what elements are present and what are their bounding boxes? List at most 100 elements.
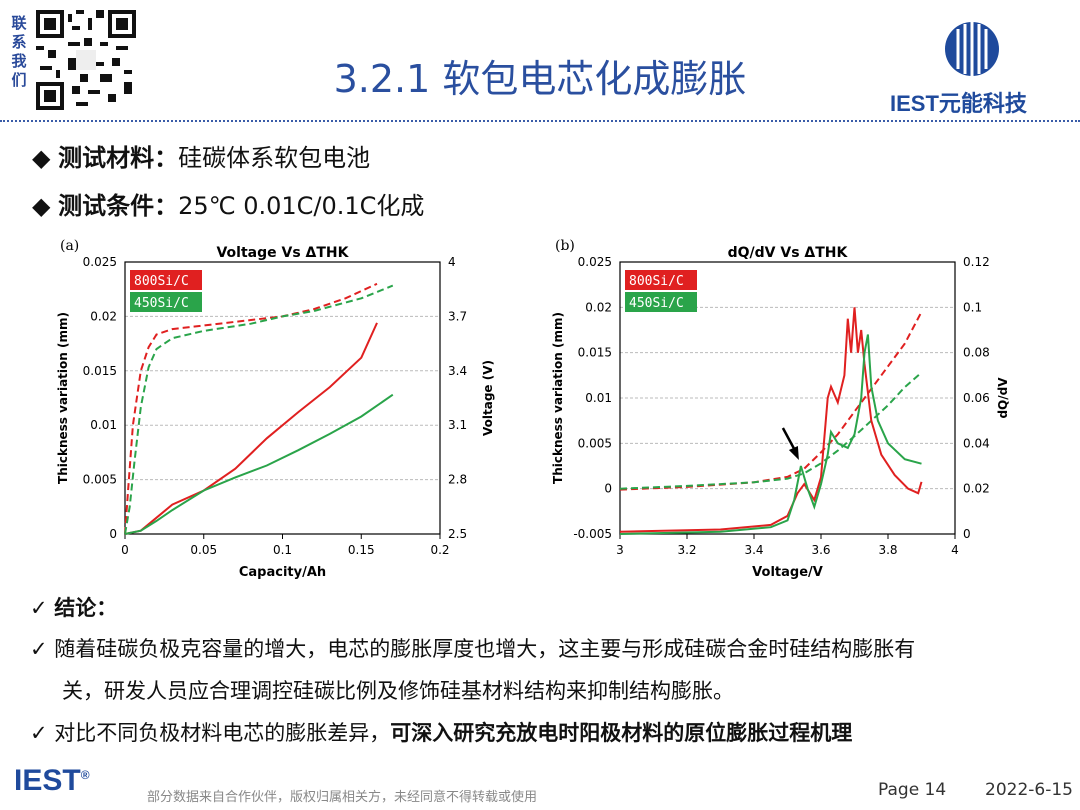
x-tick-label: 3.6 — [811, 543, 830, 557]
conclusion-line-1-text: 随着硅碳负极克容量的增大，电芯的膨胀厚度也增大，这主要与形成硅碳合金时硅结构膨胀… — [54, 637, 916, 661]
y-tick-label: -0.005 — [573, 527, 612, 541]
bullet-condition-label: 测试条件 — [58, 192, 155, 220]
legend-label: 800Si/C — [629, 274, 684, 289]
y2-axis-label: dQ/dV — [996, 377, 1010, 419]
series-line-450si-c-dashed — [124, 284, 394, 535]
x-tick-label: 3.2 — [677, 543, 696, 557]
series-line-800si-c-dashed — [124, 282, 378, 535]
bullet-material-value: 硅碳体系软包电池 — [178, 144, 371, 172]
chart-title: dQ/dV Vs ΔTHK — [728, 245, 849, 261]
header-divider — [0, 120, 1080, 122]
x-tick-label: 0.1 — [273, 543, 292, 557]
x-tick-label: 0.2 — [430, 543, 449, 557]
y2-tick-label: 0 — [963, 527, 971, 541]
x-tick-label: 3 — [616, 543, 624, 557]
y2-tick-label: 3.1 — [448, 418, 467, 432]
series-line-450si-c-solid — [124, 393, 394, 535]
conclusion-line-1: ✓ 随着硅碳负极克容量的增大，电芯的膨胀厚度也增大，这主要与形成硅碳合金时硅结构… — [30, 633, 915, 663]
conclusion-line-3-text: 对比不同负极材料电芯的膨胀差异， — [54, 721, 391, 745]
y2-tick-label: 0.12 — [963, 255, 990, 269]
qr-code-icon — [36, 10, 136, 110]
legend-label: 450Si/C — [134, 296, 189, 311]
plot-frame — [124, 261, 441, 535]
diamond-bullet-icon: ◆ — [32, 192, 59, 220]
y2-tick-label: 0.02 — [963, 482, 990, 496]
bullet-material-label: 测试材料 — [58, 144, 155, 172]
footer-brand-text: IEST — [14, 764, 81, 797]
page-number: Page 14 — [878, 780, 947, 800]
y-axis-label: Thickness variation (mm) — [551, 312, 565, 484]
series-line-450si-c-solid — [619, 334, 922, 535]
y2-axis-label: Voltage (V) — [481, 360, 495, 436]
conclusion-line-3: ✓ 对比不同负极材料电芯的膨胀差异，可深入研究充放电时阳极材料的原位膨胀过程机理 — [30, 717, 852, 747]
page-title: 3.2.1 软包电芯化成膨胀 — [333, 57, 747, 101]
y-tick-label: 0.005 — [83, 473, 117, 487]
conclusion-heading-text: 结论： — [54, 596, 118, 620]
x-tick-label: 0.05 — [190, 543, 217, 557]
legend-label: 800Si/C — [134, 274, 189, 289]
y-tick-label: 0 — [109, 527, 117, 541]
y-tick-label: 0.015 — [83, 364, 117, 378]
panel-label: (a) — [60, 238, 79, 254]
y-tick-label: 0 — [604, 482, 612, 496]
legend-swatch — [130, 270, 202, 290]
arrow-head — [788, 446, 799, 460]
conclusion-heading: ✓ 结论： — [30, 592, 117, 622]
chart-title: Voltage Vs ΔTHK — [216, 245, 349, 261]
x-tick-label: 4 — [951, 543, 959, 557]
y-tick-label: 0.025 — [578, 255, 612, 269]
conclusion-line-3-bold: 可深入研究充放电时阳极材料的原位膨胀过程机理 — [390, 721, 853, 745]
series-line-800si-c-solid — [124, 322, 378, 535]
y-tick-label: 0.01 — [585, 391, 612, 405]
y2-tick-label: 0.06 — [963, 391, 990, 405]
y-tick-label: 0.025 — [83, 255, 117, 269]
check-icon: ✓ — [30, 721, 55, 745]
slide-date: 2022-6-15 — [985, 780, 1073, 800]
y2-tick-label: 2.8 — [448, 473, 467, 487]
y2-tick-label: 2.5 — [448, 527, 467, 541]
x-axis-label: Voltage/V — [752, 565, 823, 580]
x-tick-label: 3.4 — [744, 543, 763, 557]
bullet-material: ◆ 测试材料：硅碳体系软包电池 — [32, 138, 370, 173]
y-tick-label: 0.015 — [578, 346, 612, 360]
legend-label: 450Si/C — [629, 296, 684, 311]
registered-mark: ® — [80, 768, 90, 782]
brand-name: IEST元能科技 — [890, 91, 1027, 116]
series-line-800si-c-dashed — [619, 311, 923, 491]
y-tick-label: 0.01 — [90, 418, 117, 432]
plot-frame — [619, 261, 956, 535]
bullet-condition-value: 25℃ 0.01C/0.1C化成 — [178, 192, 425, 220]
legend-swatch — [130, 292, 202, 312]
x-tick-label: 3.8 — [878, 543, 897, 557]
panel-label: (b) — [555, 238, 575, 254]
legend-swatch — [625, 270, 697, 290]
colon: ： — [154, 144, 179, 172]
y-axis-label: Thickness variation (mm) — [56, 312, 70, 484]
contact-us-label: 联系我们 — [11, 14, 27, 89]
series-line-450si-c-dashed — [619, 371, 923, 490]
y2-tick-label: 3.7 — [448, 309, 467, 323]
y-tick-label: 0.02 — [90, 309, 117, 323]
bullet-condition: ◆ 测试条件：25℃ 0.01C/0.1C化成 — [32, 186, 424, 221]
y2-tick-label: 0.08 — [963, 346, 990, 360]
chart-voltage-thk: (a) Voltage Vs ΔTHK 0 0.005 0.01 0.015 0.02 0.0… — [56, 238, 495, 580]
x-axis-label: Capacity/Ah — [239, 565, 326, 580]
y-tick-label: 0.005 — [578, 436, 612, 450]
check-icon: ✓ — [30, 596, 55, 620]
diamond-bullet-icon: ◆ — [32, 144, 59, 172]
check-icon: ✓ — [30, 637, 55, 661]
series-line-800si-c-solid — [619, 307, 923, 533]
x-tick-label: 0 — [121, 543, 129, 557]
chart-dqdv-thk: (b) dQ/dV Vs ΔTHK -0.005 0 0.005 0.01 0.015 0.0… — [551, 238, 1010, 580]
legend-swatch — [625, 292, 697, 312]
colon: ： — [154, 192, 179, 220]
y2-tick-label: 0.1 — [963, 300, 982, 314]
conclusion-line-2: 关，研发人员应合理调控硅碳比例及修饰硅基材料结构来抑制结构膨胀。 — [62, 679, 734, 703]
y2-tick-label: 0.04 — [963, 436, 990, 450]
x-tick-label: 0.15 — [348, 543, 375, 557]
y2-tick-label: 4 — [448, 255, 456, 269]
footer-brand: IEST® — [14, 764, 90, 798]
copyright-note: 部分数据来自合作伙伴，版权归属相关方，未经同意不得转载或使用 — [147, 790, 538, 805]
y-tick-label: 0.02 — [585, 300, 612, 314]
iest-logo-icon — [945, 22, 999, 76]
